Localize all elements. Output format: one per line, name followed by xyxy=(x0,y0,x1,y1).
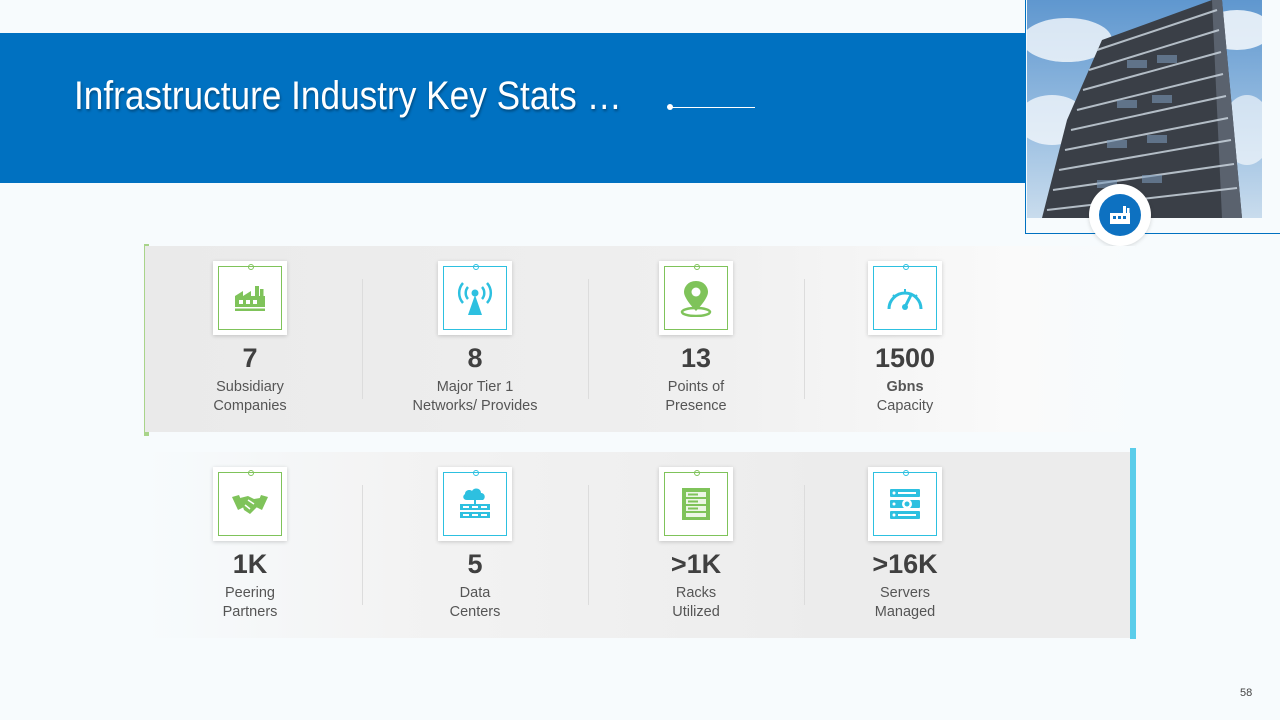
stat-value: 1500 xyxy=(874,343,936,373)
speedometer-icon xyxy=(873,266,937,330)
divider xyxy=(804,485,805,605)
cloud-server-icon xyxy=(443,472,507,536)
divider xyxy=(804,279,805,399)
stats-panel-top: 7 Subsidiary Companies 8 Major Tier 1 xyxy=(145,246,1135,432)
server-rack-icon xyxy=(664,472,728,536)
stat-value: 13 xyxy=(680,343,712,373)
stat-value: >16K xyxy=(872,549,938,579)
icon-card xyxy=(213,467,287,541)
stat-label: Data Centers xyxy=(449,585,501,620)
building-photo xyxy=(1027,0,1262,218)
page-title: Infrastructure Industry Key Stats … xyxy=(74,74,622,118)
divider xyxy=(362,485,363,605)
photo-frame xyxy=(1025,0,1280,234)
divider xyxy=(362,279,363,399)
stat-value: 1K xyxy=(232,549,268,579)
badge xyxy=(1089,184,1151,246)
title-underline xyxy=(670,107,755,108)
page-number: 58 xyxy=(1240,687,1253,699)
stat-value: 5 xyxy=(467,549,483,579)
stat-label: Subsidiary Companies xyxy=(213,379,287,414)
title-banner xyxy=(0,33,1026,183)
stat-value: >1K xyxy=(670,549,722,579)
stat-label: Points of Presence xyxy=(665,379,727,414)
divider xyxy=(588,485,589,605)
stat-label: Servers Managed xyxy=(874,585,936,620)
factory-badge-icon xyxy=(1099,194,1141,236)
stat-label: Gbns Capacity xyxy=(876,379,934,414)
icon-card xyxy=(659,261,733,335)
icon-card xyxy=(213,261,287,335)
antenna-icon xyxy=(443,266,507,330)
server-gear-icon xyxy=(873,472,937,536)
icon-card xyxy=(868,261,942,335)
stat-label: Peering Partners xyxy=(222,585,278,620)
icon-card xyxy=(659,467,733,541)
icon-card xyxy=(438,261,512,335)
divider xyxy=(588,279,589,399)
stat-label: Racks Utilized xyxy=(672,585,720,620)
factory-icon xyxy=(218,266,282,330)
handshake-icon xyxy=(218,472,282,536)
stat-value: 7 xyxy=(242,343,258,373)
location-pin-icon xyxy=(664,266,728,330)
stats-panel-bottom: 1K Peering Partners xyxy=(145,452,1135,638)
accent-bar-blue xyxy=(1130,448,1136,639)
icon-card xyxy=(438,467,512,541)
stat-label: Major Tier 1 Networks/ Provides xyxy=(412,379,538,414)
stat-value: 8 xyxy=(467,343,483,373)
icon-card xyxy=(868,467,942,541)
